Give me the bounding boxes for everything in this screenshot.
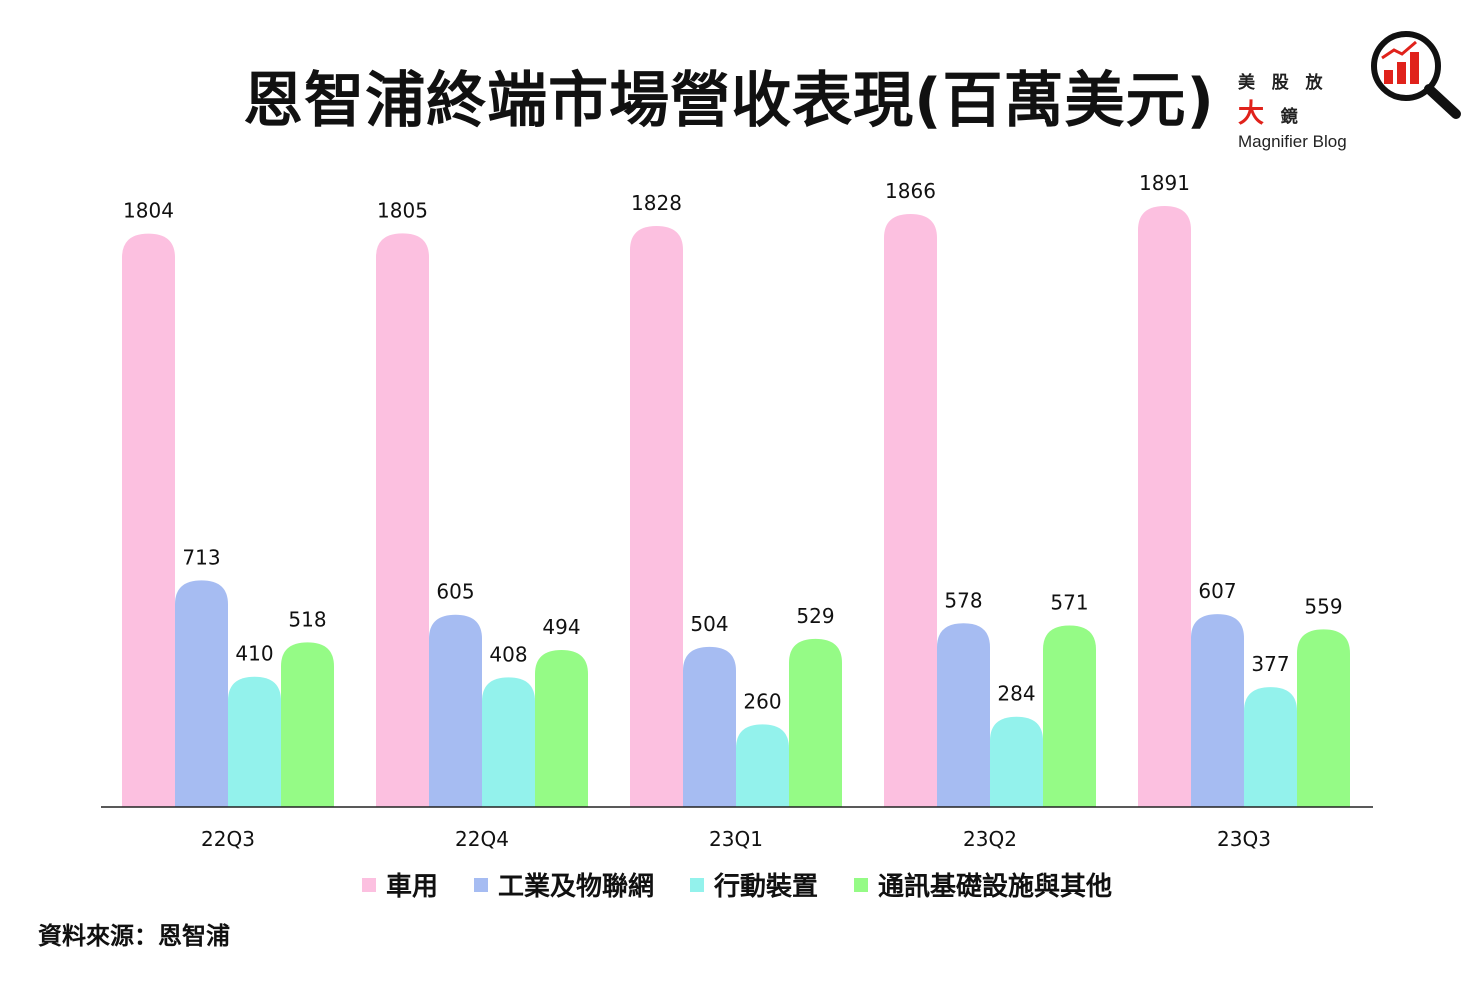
data-label: 578 (944, 588, 982, 612)
legend-item: 行動裝置 (690, 866, 818, 903)
data-label: 410 (235, 642, 273, 666)
data-label: 1805 (377, 198, 428, 222)
brand-chinese: 美 股 放 大 鏡 (1238, 73, 1329, 128)
bar (884, 213, 937, 807)
legend-item: 車用 (361, 866, 438, 903)
bar (122, 233, 175, 807)
bar (1244, 687, 1297, 807)
bar (376, 233, 429, 807)
chart-title: 恩智浦終端市場營收表現(百萬美元) (243, 66, 1215, 136)
data-label: 605 (436, 580, 474, 604)
bar (683, 646, 736, 807)
brand-english: Magnifier Blog (1238, 132, 1347, 151)
x-tick-label: 23Q3 (1217, 827, 1271, 851)
bar (175, 580, 228, 807)
data-label: 377 (1251, 652, 1289, 676)
legend-label: 車用 (385, 872, 438, 902)
data-label: 504 (690, 612, 728, 636)
data-label: 284 (997, 682, 1035, 706)
x-tick-label: 23Q1 (709, 827, 763, 851)
legend-swatch (854, 877, 869, 892)
bar (429, 614, 482, 807)
legend-swatch (473, 877, 488, 892)
legend: 車用 工業及物聯網 行動裝置 通訊基礎設施與其他 (0, 866, 1474, 903)
data-label: 571 (1050, 591, 1088, 615)
data-label: 607 (1198, 579, 1236, 603)
bar (630, 226, 683, 808)
data-label: 1804 (123, 199, 174, 223)
bar (1191, 614, 1244, 807)
bar (482, 677, 535, 807)
data-label: 529 (796, 604, 834, 628)
legend-label: 通訊基礎設施與其他 (878, 872, 1113, 902)
bar (937, 623, 990, 807)
data-label: 260 (743, 689, 781, 713)
bar (1043, 625, 1096, 807)
bar (789, 638, 842, 807)
bar (535, 649, 588, 807)
bar (281, 642, 334, 807)
magnifier-logo-icon (1371, 31, 1461, 119)
x-tick-label: 23Q2 (963, 827, 1017, 851)
x-tick-label: 22Q4 (455, 827, 509, 851)
data-label: 494 (542, 615, 580, 639)
bar (990, 716, 1043, 807)
data-label: 713 (182, 545, 220, 569)
legend-item: 通訊基礎設施與其他 (854, 866, 1112, 903)
legend-swatch (361, 877, 376, 892)
legend-item: 工業及物聯網 (473, 866, 654, 903)
bar (1138, 206, 1191, 807)
legend-swatch (690, 877, 704, 892)
source-note: 資料來源：恩智浦 (38, 922, 230, 950)
brand: 美 股 放 大 鏡 Magnifier Blog (1238, 68, 1368, 152)
data-label: 1891 (1139, 171, 1190, 195)
data-label: 559 (1304, 594, 1342, 618)
data-label: 518 (288, 607, 326, 631)
legend-label: 工業及物聯網 (497, 872, 654, 902)
bar-chart: 1804 713 410 518 22Q3 1805 605 408 494 22Q4 1828 50… (101, 171, 1373, 851)
data-label: 1866 (885, 179, 936, 203)
bar (736, 724, 789, 807)
bar (1297, 629, 1350, 807)
data-label: 1828 (631, 191, 682, 215)
x-tick-label: 22Q3 (201, 827, 255, 851)
legend-label: 行動裝置 (714, 872, 819, 902)
bar (228, 676, 281, 807)
data-label: 408 (489, 642, 527, 666)
